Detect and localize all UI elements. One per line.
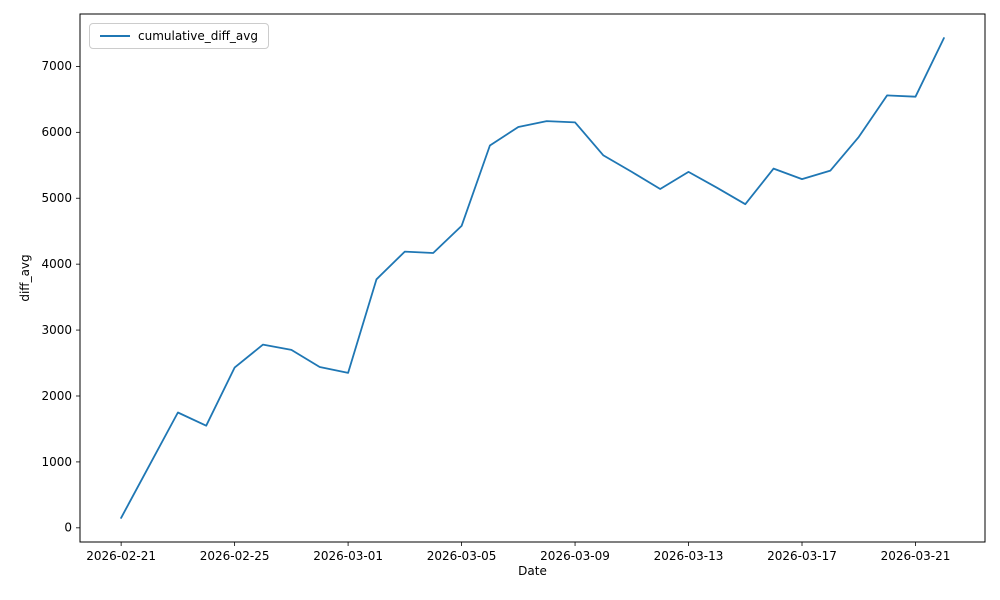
y-axis-title: diff_avg — [18, 254, 32, 302]
y-tick-label: 0 — [64, 521, 72, 535]
x-tick-label: 2026-03-17 — [767, 549, 837, 563]
y-tick-label: 4000 — [41, 257, 72, 271]
x-tick-label: 2026-03-21 — [881, 549, 951, 563]
y-tick-label: 7000 — [41, 59, 72, 73]
legend-label: cumulative_diff_avg — [138, 29, 258, 43]
x-tick-label: 2026-03-13 — [654, 549, 724, 563]
legend: cumulative_diff_avg — [89, 23, 269, 49]
x-tick-label: 2026-03-09 — [540, 549, 610, 563]
x-tick-label: 2026-02-25 — [200, 549, 270, 563]
x-axis-title: Date — [518, 564, 547, 578]
x-tick-label: 2026-02-21 — [86, 549, 156, 563]
y-tick-label: 5000 — [41, 191, 72, 205]
y-tick-label: 1000 — [41, 455, 72, 469]
data-line-cumulative_diff_avg — [120, 37, 945, 519]
plot-frame — [79, 13, 986, 543]
y-tick-label: 6000 — [41, 125, 72, 139]
legend-line-sample — [100, 35, 130, 37]
x-tick-label: 2026-03-01 — [313, 549, 383, 563]
y-tick-label: 3000 — [41, 323, 72, 337]
y-tick-label: 2000 — [41, 389, 72, 403]
x-tick-label: 2026-03-05 — [427, 549, 497, 563]
